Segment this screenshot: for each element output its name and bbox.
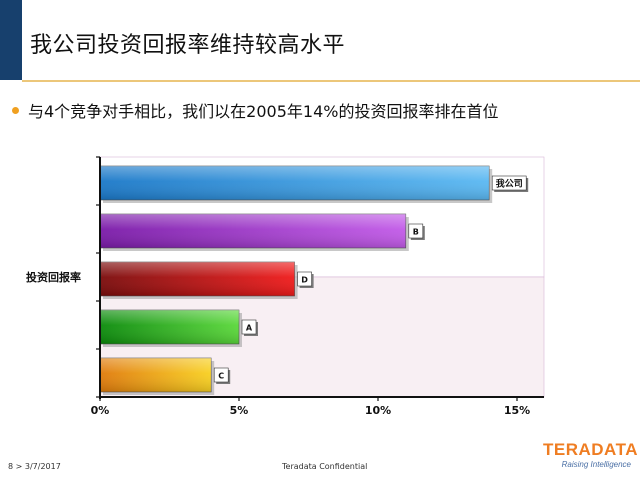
bullet-text: 与4个竞争对手相比，我们以在2005年14%的投资回报率排在首位 xyxy=(28,102,499,121)
title-accent-bar xyxy=(0,0,22,80)
bar-label-box xyxy=(491,175,527,191)
bullet-point: 与4个竞争对手相比，我们以在2005年14%的投资回报率排在首位 xyxy=(12,98,498,122)
x-tick-label: 10% xyxy=(365,404,391,417)
bar-label-box xyxy=(297,271,312,287)
logo-tagline: Raising Intelligence xyxy=(561,460,631,469)
bullet-dot-icon xyxy=(12,106,19,114)
bar-category-label: C xyxy=(218,372,224,381)
bar-gloss xyxy=(100,358,212,392)
y-axis-label: 投资回报率 xyxy=(26,270,81,284)
x-tick-label: 15% xyxy=(504,404,530,417)
logo-wordmark: TERADATA xyxy=(543,440,638,459)
bar-category-label: D xyxy=(301,276,308,285)
x-tick-label: 0% xyxy=(91,404,110,417)
bar-gloss xyxy=(100,262,295,296)
bar-label-box xyxy=(213,367,229,383)
bar-label-box xyxy=(408,223,424,239)
bar-label-box xyxy=(241,319,257,335)
slide-title: 我公司投资回报率维持较高水平 xyxy=(30,33,346,58)
teradata-logo: TERADATA Raising Intelligence xyxy=(543,440,638,476)
bar-gloss xyxy=(100,166,490,200)
x-tick-label: 5% xyxy=(230,404,249,417)
bar-category-label: B xyxy=(413,228,419,237)
bar-category-label: 我公司 xyxy=(496,178,523,190)
bar-gloss xyxy=(100,214,406,248)
footer-page-date: 8 > 3/7/2017 xyxy=(8,462,61,471)
title-divider xyxy=(22,80,640,82)
footer-confidential: Teradata Confidential xyxy=(282,462,368,471)
bar-category-label: A xyxy=(246,324,253,333)
bar-gloss xyxy=(100,310,239,344)
